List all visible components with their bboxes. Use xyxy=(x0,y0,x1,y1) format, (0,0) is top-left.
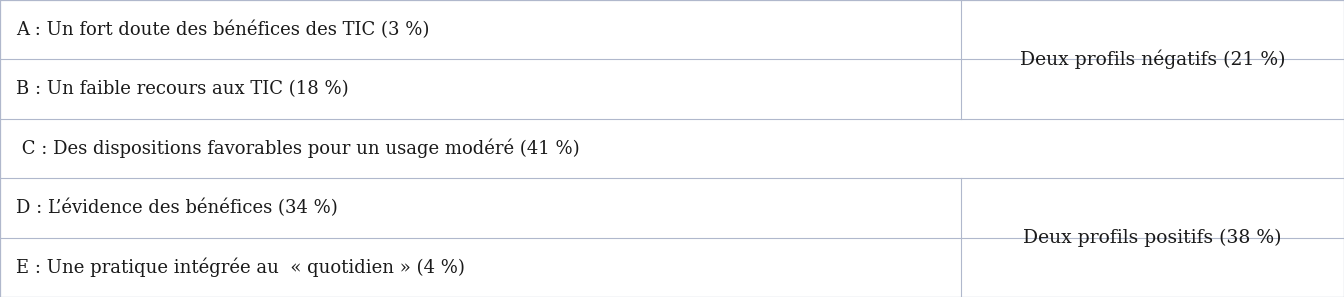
Text: Deux profils négatifs (21 %): Deux profils négatifs (21 %) xyxy=(1020,50,1285,69)
Text: Deux profils positifs (38 %): Deux profils positifs (38 %) xyxy=(1023,228,1282,247)
Text: D : L’évidence des bénéfices (34 %): D : L’évidence des bénéfices (34 %) xyxy=(16,199,337,217)
Text: C : Des dispositions favorables pour un usage modéré (41 %): C : Des dispositions favorables pour un … xyxy=(16,139,579,158)
Text: A : Un fort doute des bénéfices des TIC (3 %): A : Un fort doute des bénéfices des TIC … xyxy=(16,20,430,39)
Text: B : Un faible recours aux TIC (18 %): B : Un faible recours aux TIC (18 %) xyxy=(16,80,348,98)
Text: E : Une pratique intégrée au  « quotidien » (4 %): E : Une pratique intégrée au « quotidien… xyxy=(16,257,465,277)
